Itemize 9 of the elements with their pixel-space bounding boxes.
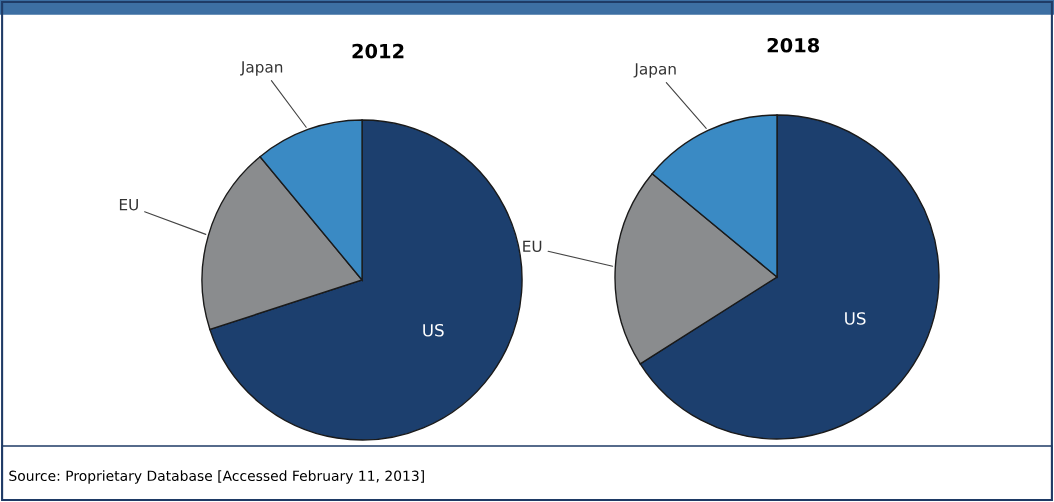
slice-label: US [845, 312, 866, 325]
chart-title: 2012 [352, 43, 404, 59]
slice-label: US [423, 323, 444, 337]
chart-title: 2018 [767, 37, 820, 53]
slice-label: EU [523, 240, 542, 253]
slice-label: EU [119, 199, 138, 211]
source-note: Source: Proprietary Database [Accessed February 11, 2013] [9, 470, 424, 484]
slice-label: Japan [240, 61, 283, 76]
slice-label: Japan [633, 63, 676, 78]
